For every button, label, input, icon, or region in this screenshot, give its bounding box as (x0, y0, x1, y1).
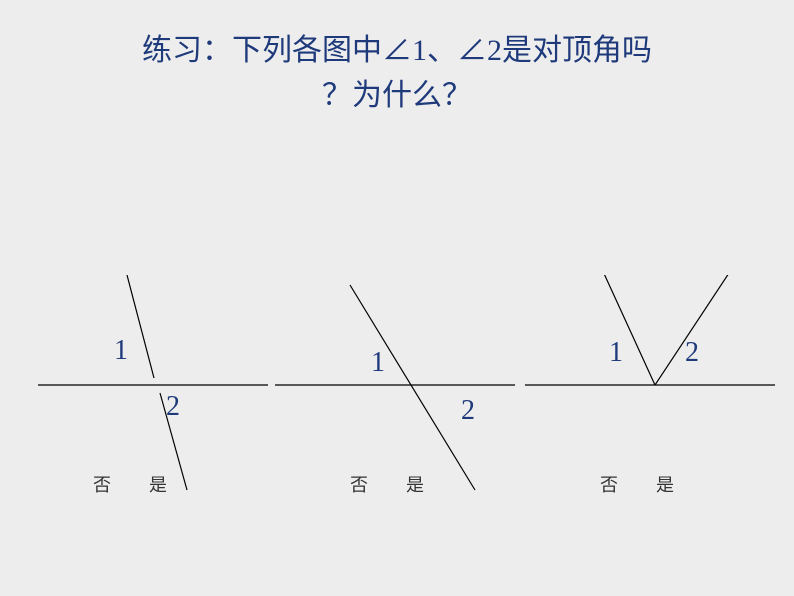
diagram-2: 12否是 (275, 275, 535, 505)
diagram-2-svg (275, 275, 535, 495)
diagram-2-label-2: 2 (461, 395, 475, 427)
diagram-1-answers: 否是 (93, 471, 167, 497)
diagrams-container: 12否是12否是12否是 (0, 275, 794, 535)
diagram-3-label-1: 1 (609, 337, 623, 369)
title-line-2: ？为什么？ (0, 73, 794, 118)
diagram-2-answer-no: 否 (350, 471, 368, 497)
diagram-3: 12否是 (525, 275, 785, 505)
diagram-1-answer-yes: 是 (149, 471, 167, 497)
diagram-3-answers: 否是 (600, 471, 674, 497)
diagram-1: 12否是 (20, 275, 280, 505)
diagram-3-answer-no: 否 (600, 471, 618, 497)
title-line-1: 练习：下列各图中∠1、∠2是对顶角吗 (0, 28, 794, 73)
diagram-2-answer-yes: 是 (406, 471, 424, 497)
diagram-3-label-2: 2 (685, 337, 699, 369)
diagram-1-svg (20, 275, 280, 495)
diagram-3-svg (525, 275, 785, 495)
diagram-1-label-2: 2 (166, 391, 180, 423)
diagram-1-answer-no: 否 (93, 471, 111, 497)
diagram-3-answer-yes: 是 (656, 471, 674, 497)
diagram-2-answers: 否是 (350, 471, 424, 497)
diagram-1-label-1: 1 (114, 335, 128, 367)
diagram-2-label-1: 1 (371, 347, 385, 379)
title: 练习：下列各图中∠1、∠2是对顶角吗 ？为什么？ (0, 0, 794, 118)
